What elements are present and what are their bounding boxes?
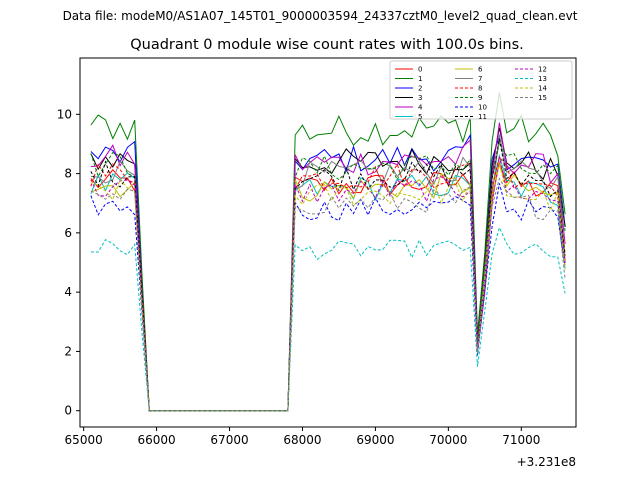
legend-label-9: 9 <box>478 94 482 102</box>
x-tick-label: 69000 <box>356 433 394 447</box>
y-tick-label: 0 <box>64 404 72 418</box>
legend-box <box>389 60 573 120</box>
legend-label-0: 0 <box>418 66 422 74</box>
series-line-15 <box>90 177 566 412</box>
x-tick-label: 66000 <box>137 433 175 447</box>
x-tick-label: 67000 <box>210 433 248 447</box>
legend-label-10: 10 <box>478 104 487 112</box>
x-tick-label: 68000 <box>283 433 321 447</box>
legend-label-8: 8 <box>478 85 482 93</box>
legend-label-13: 13 <box>538 75 547 83</box>
x-tick-label: 65000 <box>65 433 103 447</box>
x-tick-label: 71000 <box>502 433 540 447</box>
x-tick-label: 70000 <box>429 433 467 447</box>
legend-label-7: 7 <box>478 75 482 83</box>
y-tick-label: 4 <box>64 285 72 299</box>
series-line-10 <box>90 183 566 412</box>
legend-label-5: 5 <box>418 113 422 121</box>
chart-title: Quadrant 0 module wise count rates with … <box>130 37 524 53</box>
plot-frame <box>79 57 577 428</box>
legend-label-2: 2 <box>418 85 422 93</box>
legend-label-12: 12 <box>538 66 547 74</box>
y-tick-label: 2 <box>64 344 72 358</box>
chart-suptitle: Data file: modeM0/AS1A07_145T01_90000035… <box>63 9 578 23</box>
y-tick-label: 8 <box>64 167 72 181</box>
legend-label-6: 6 <box>478 66 483 74</box>
legend-label-15: 15 <box>538 94 547 102</box>
legend-label-11: 11 <box>478 113 487 121</box>
series-line-12 <box>90 156 566 412</box>
x-axis: 65000 66000 67000 68000 69000 70000 71000 <box>65 427 540 447</box>
legend-label-1: 1 <box>418 75 422 83</box>
series-line-14 <box>90 162 566 412</box>
legend-label-4: 4 <box>418 104 423 112</box>
series-layer <box>90 92 566 412</box>
y-tick-label: 10 <box>57 107 72 121</box>
y-tick-label: 6 <box>64 226 72 240</box>
x-offset-label: +3.231e8 <box>517 455 576 469</box>
legend-label-14: 14 <box>538 85 547 93</box>
y-axis: 0 2 4 6 8 10 <box>57 107 80 418</box>
legend-label-3: 3 <box>418 94 422 102</box>
